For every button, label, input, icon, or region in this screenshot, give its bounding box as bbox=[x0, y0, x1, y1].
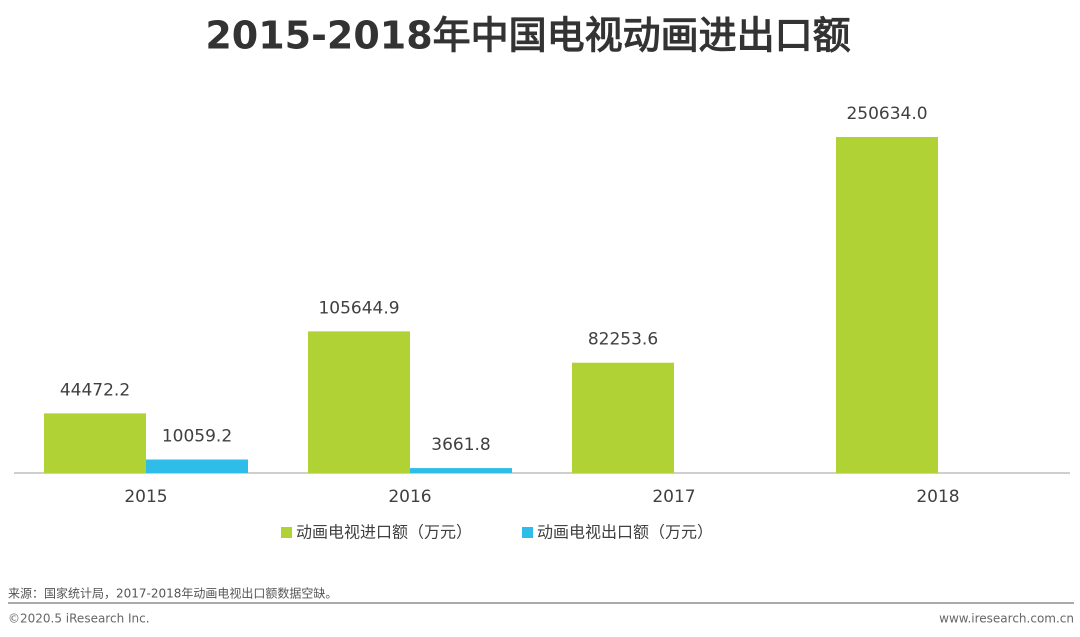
legend-label: 动画电视进口额（万元） bbox=[296, 523, 472, 542]
legend-label: 动画电视出口额（万元） bbox=[537, 523, 713, 542]
chart-title: 2015-2018年中国电视动画进出口额 bbox=[205, 14, 850, 58]
bar bbox=[44, 413, 146, 473]
bar bbox=[308, 331, 410, 473]
x-tick-label: 2015 bbox=[124, 487, 167, 507]
value-label: 105644.9 bbox=[318, 298, 399, 318]
x-tick-label: 2018 bbox=[916, 487, 959, 507]
bar bbox=[146, 459, 248, 473]
value-label: 82253.6 bbox=[588, 330, 658, 350]
bar bbox=[410, 468, 512, 473]
bar bbox=[572, 362, 674, 473]
copyright: ©2020.5 iResearch Inc. bbox=[8, 612, 150, 626]
website: www.iresearch.com.cn bbox=[939, 612, 1074, 626]
legend-swatch bbox=[281, 527, 292, 538]
value-label: 250634.0 bbox=[846, 104, 927, 124]
source-note: 来源：国家统计局，2017-2018年动画电视出口额数据空缺。 bbox=[8, 586, 337, 601]
legend-swatch bbox=[522, 527, 533, 538]
bar bbox=[836, 137, 938, 473]
x-tick-label: 2016 bbox=[388, 487, 431, 507]
value-label: 44472.2 bbox=[60, 380, 130, 400]
value-label: 10059.2 bbox=[162, 427, 232, 447]
x-tick-label: 2017 bbox=[652, 487, 695, 507]
value-label: 3661.8 bbox=[431, 435, 490, 455]
